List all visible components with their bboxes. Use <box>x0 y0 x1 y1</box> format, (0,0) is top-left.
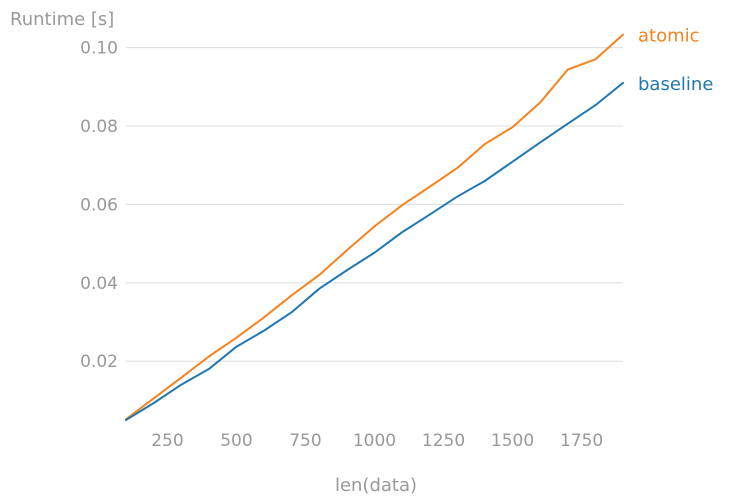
x-axis-title: len(data) <box>335 475 417 496</box>
series-line-baseline <box>125 81 624 421</box>
y-tick-label: 0.08 <box>80 117 118 137</box>
y-axis-ticks: 0.02 0.04 0.06 0.08 0.10 <box>80 39 118 373</box>
x-axis-ticks: 250 500 750 1000 1250 1500 1750 <box>151 431 603 451</box>
series-lines <box>125 33 624 421</box>
x-tick-label: 250 <box>151 431 183 451</box>
series-line-atomic <box>125 33 624 421</box>
x-tick-label: 750 <box>289 431 321 451</box>
x-tick-label: 1750 <box>560 431 603 451</box>
x-tick-label: 1000 <box>353 431 396 451</box>
y-tick-label: 0.04 <box>80 274 118 294</box>
legend-label-atomic: atomic <box>638 26 700 47</box>
x-tick-label: 500 <box>220 431 252 451</box>
y-tick-label: 0.02 <box>80 352 118 372</box>
legend-label-baseline: baseline <box>638 74 713 95</box>
y-tick-label: 0.06 <box>80 195 118 215</box>
x-tick-label: 1250 <box>422 431 465 451</box>
x-tick-label: 1500 <box>491 431 534 451</box>
grid-lines <box>126 47 623 362</box>
y-axis-title: Runtime [s] <box>10 9 114 30</box>
y-tick-label: 0.10 <box>80 39 118 59</box>
legend: atomic baseline <box>638 26 713 95</box>
